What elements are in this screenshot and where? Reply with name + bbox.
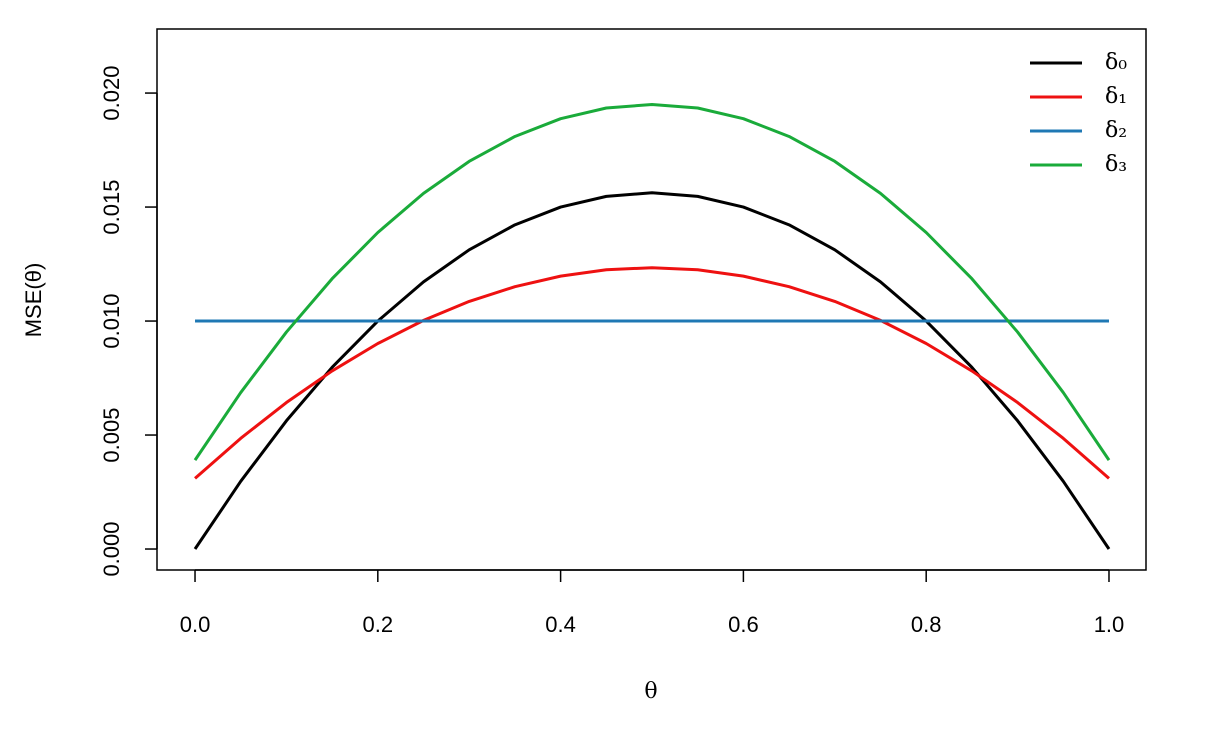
- x-tick-label: 0.0: [180, 612, 211, 637]
- series-line: [193, 102, 1111, 461]
- y-tick-label: 0.005: [99, 408, 124, 463]
- y-tick-label: 0.000: [99, 521, 124, 576]
- legend-label: δ₀: [1105, 50, 1127, 75]
- y-tick-label: 0.020: [99, 66, 124, 121]
- x-tick-label: 0.2: [363, 612, 394, 637]
- x-axis-label: θ: [644, 679, 657, 704]
- legend-label: δ₃: [1105, 152, 1127, 177]
- x-tick-label: 0.4: [545, 612, 576, 637]
- y-tick-label: 0.015: [99, 180, 124, 235]
- plot-frame: [156, 28, 1147, 571]
- legend-label: δ₂: [1105, 118, 1127, 143]
- series-line: [193, 191, 1111, 550]
- y-tick-label: 0.010: [99, 294, 124, 349]
- y-axis-label: MSE(θ): [21, 263, 46, 338]
- x-tick-label: 1.0: [1094, 612, 1125, 637]
- legend-label: δ₁: [1105, 84, 1127, 109]
- x-tick-label: 0.8: [911, 612, 942, 637]
- x-tick-label: 0.6: [728, 612, 759, 637]
- series-line: [194, 266, 1110, 480]
